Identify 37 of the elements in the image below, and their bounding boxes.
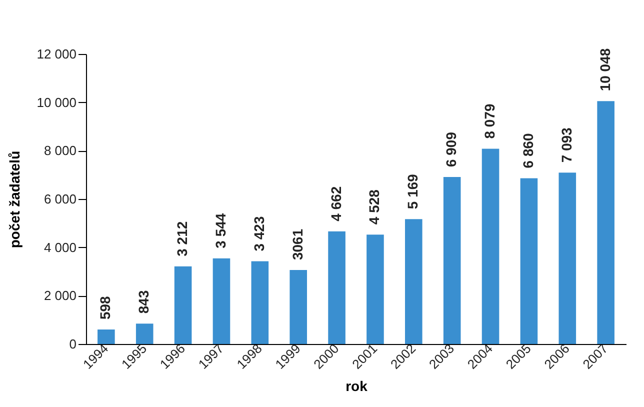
bar (136, 324, 154, 344)
y-tick-label: 12 000 (36, 46, 76, 62)
data-label: 10 048 (596, 48, 613, 92)
y-tick-label: 6 000 (44, 192, 76, 206)
data-label: 598 (97, 296, 114, 320)
bar (558, 172, 576, 344)
data-label: 3061 (289, 228, 306, 260)
data-label: 4 528 (366, 189, 382, 225)
y-tick-label: 10 000 (36, 94, 76, 110)
data-label: 3 544 (212, 213, 228, 248)
data-label: 7 093 (558, 127, 574, 163)
y-tick-label: 0 (69, 336, 76, 352)
x-axis-title: rok (346, 378, 368, 394)
y-tick-label: 4 000 (44, 240, 76, 255)
bar (251, 261, 269, 344)
bar (212, 258, 230, 344)
data-label: 3 423 (250, 216, 267, 252)
data-label: 5 169 (404, 174, 421, 210)
y-tick-label: 2 000 (44, 288, 76, 304)
bar (520, 178, 538, 344)
bar (443, 177, 461, 344)
data-label: 6 909 (443, 132, 460, 168)
bar (405, 219, 422, 344)
bar (482, 148, 500, 344)
data-label: 843 (136, 290, 152, 314)
bar (366, 234, 384, 344)
data-label: 6 860 (520, 132, 536, 168)
y-axis-title: počet žadatelů (6, 150, 23, 248)
bar (328, 231, 346, 344)
data-label: 8 079 (482, 104, 498, 139)
bar (290, 270, 307, 344)
bar (174, 266, 192, 344)
data-label: 3 212 (174, 221, 190, 256)
y-tick-label: 8 000 (44, 143, 76, 158)
bar (98, 330, 115, 344)
data-label: 4 662 (328, 186, 344, 222)
bar (597, 101, 614, 344)
